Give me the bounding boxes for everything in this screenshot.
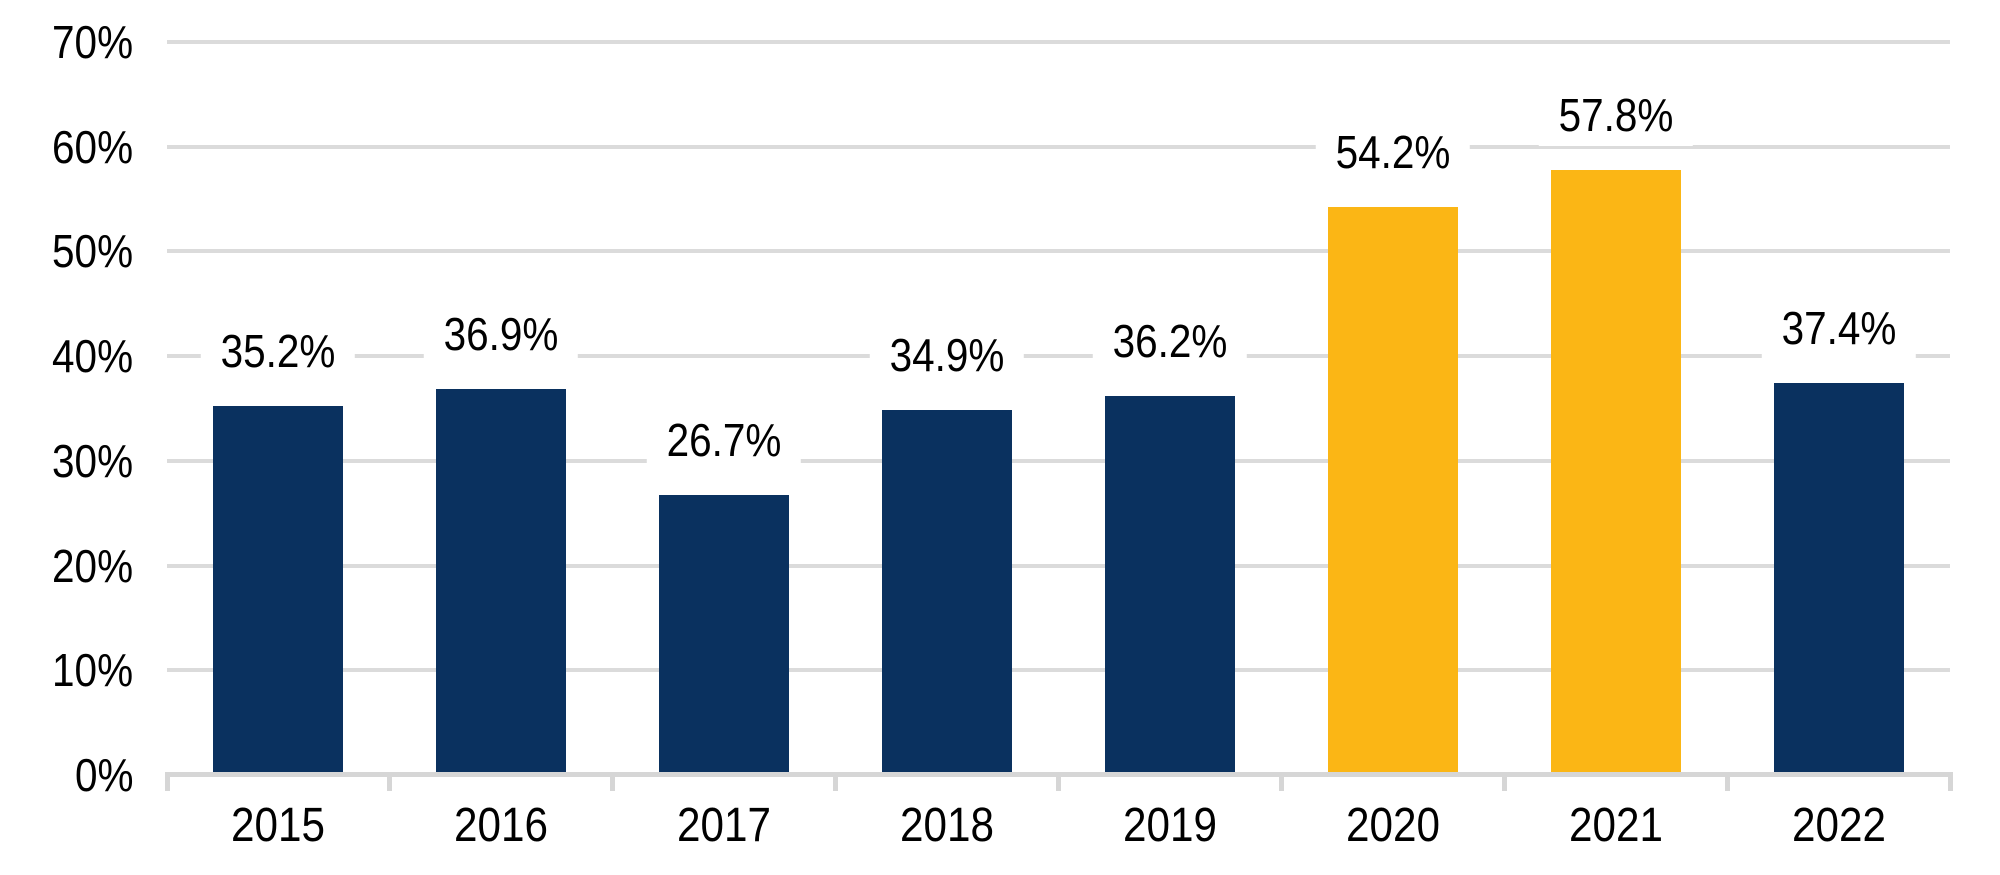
bar-value-label-2022: 37.4% bbox=[1761, 297, 1917, 359]
label-text: 2015 bbox=[231, 799, 325, 852]
gridline-40 bbox=[167, 354, 1950, 358]
x-tick-label-2022: 2022 bbox=[1786, 798, 1893, 854]
label-text: 35.2% bbox=[220, 325, 336, 377]
y-tick-label-10: 10% bbox=[0, 640, 133, 700]
bar-value-label-2018: 34.9% bbox=[869, 324, 1025, 386]
bar-2015 bbox=[213, 406, 343, 775]
axis-tick bbox=[1502, 772, 1507, 791]
label-text: 2017 bbox=[677, 799, 771, 852]
bar-2019 bbox=[1105, 396, 1235, 775]
bar-value-label-2017: 26.7% bbox=[646, 409, 802, 471]
label-text: 30% bbox=[51, 435, 133, 487]
x-tick-label-2017: 2017 bbox=[671, 798, 778, 854]
gridline-70 bbox=[167, 40, 1950, 44]
y-tick-label-60: 60% bbox=[0, 117, 133, 177]
y-tick-label-40: 40% bbox=[0, 326, 133, 386]
label-text: 2021 bbox=[1569, 799, 1663, 852]
y-tick-label-0: 0% bbox=[0, 745, 133, 805]
label-text: 26.7% bbox=[666, 414, 782, 466]
bar-value-label-2015: 35.2% bbox=[200, 320, 356, 382]
axis-tick bbox=[610, 772, 615, 791]
y-tick-label-30: 30% bbox=[0, 431, 133, 491]
axis-tick bbox=[1056, 772, 1061, 791]
gridline-20 bbox=[167, 564, 1950, 568]
label-text: 40% bbox=[51, 330, 133, 382]
y-tick-label-50: 50% bbox=[0, 221, 133, 281]
axis-tick bbox=[1948, 772, 1953, 791]
label-text: 54.2% bbox=[1335, 126, 1451, 178]
bar-value-label-2016: 36.9% bbox=[423, 303, 579, 365]
label-text: 2020 bbox=[1346, 799, 1440, 852]
label-text: 2019 bbox=[1123, 799, 1217, 852]
gridline-10 bbox=[167, 668, 1950, 672]
x-tick-label-2016: 2016 bbox=[448, 798, 555, 854]
y-tick-label-20: 20% bbox=[0, 536, 133, 596]
axis-tick bbox=[1279, 772, 1284, 791]
y-tick-label-70: 70% bbox=[0, 12, 133, 72]
label-text: 70% bbox=[51, 16, 133, 68]
x-tick-label-2019: 2019 bbox=[1117, 798, 1224, 854]
label-text: 57.8% bbox=[1558, 89, 1674, 141]
x-tick-label-2015: 2015 bbox=[225, 798, 332, 854]
bar-2022 bbox=[1774, 383, 1904, 775]
bar-value-label-2020: 54.2% bbox=[1315, 121, 1471, 183]
bar-2020 bbox=[1328, 207, 1458, 775]
label-text: 34.9% bbox=[889, 329, 1005, 381]
label-text: 37.4% bbox=[1781, 302, 1897, 354]
bar-2018 bbox=[882, 410, 1012, 775]
label-text: 60% bbox=[51, 121, 133, 173]
axis-tick bbox=[1725, 772, 1730, 791]
axis-tick bbox=[387, 772, 392, 791]
axis-tick bbox=[165, 772, 170, 791]
bar-2016 bbox=[436, 389, 566, 775]
bar-2021 bbox=[1551, 170, 1681, 775]
label-text: 2022 bbox=[1792, 799, 1886, 852]
bar-value-label-2019: 36.2% bbox=[1092, 310, 1248, 372]
axis-tick bbox=[833, 772, 838, 791]
label-text: 36.2% bbox=[1112, 315, 1228, 367]
bar-2017 bbox=[659, 495, 789, 775]
bar-value-label-2021: 57.8% bbox=[1538, 84, 1694, 146]
label-text: 50% bbox=[51, 225, 133, 277]
label-text: 10% bbox=[51, 644, 133, 696]
label-text: 2018 bbox=[900, 799, 994, 852]
x-tick-label-2020: 2020 bbox=[1340, 798, 1447, 854]
label-text: 2016 bbox=[454, 799, 548, 852]
label-text: 36.9% bbox=[443, 308, 559, 360]
x-tick-label-2021: 2021 bbox=[1563, 798, 1670, 854]
x-tick-label-2018: 2018 bbox=[894, 798, 1001, 854]
gridline-60 bbox=[167, 145, 1950, 149]
gridline-30 bbox=[167, 459, 1950, 463]
gridline-50 bbox=[167, 249, 1950, 253]
label-text: 0% bbox=[74, 749, 133, 801]
label-text: 20% bbox=[51, 540, 133, 592]
